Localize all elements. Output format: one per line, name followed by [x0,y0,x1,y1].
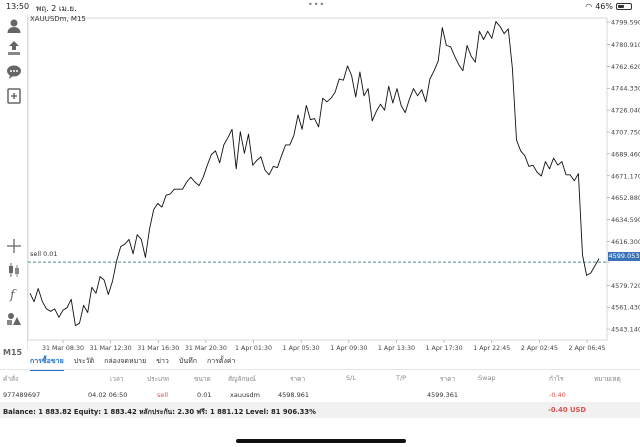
col-symbol: สัญลักษณ์ [228,375,256,383]
y-tick-label: 4689.460 [611,150,640,158]
x-tick-label: 1 Apr 01:30 [235,345,272,352]
order-type: sell [157,391,168,399]
plot-frame [27,17,608,341]
y-tick-label: 4579.720 [611,282,640,290]
col-order: คำสั่ง [3,375,19,383]
current-price-tag: 4599.053 [608,252,640,261]
price-line [29,21,600,327]
new-order-icon[interactable] [4,86,24,106]
col-profit: กำไร [549,375,564,383]
y-tick-label: 4652.880 [611,194,640,202]
order-size: 0.01 [197,391,212,399]
account-icon[interactable] [4,16,24,36]
y-tick-label: 4616.300 [611,238,640,246]
col-price-current: ราคา [440,375,456,383]
tab-trade[interactable]: การซื้อขาย [30,357,64,371]
tab-mailbox[interactable]: กล่องจดหมาย [104,357,147,365]
y-tick-label: 4762.620 [611,63,640,71]
y-tick-label: 4671.170 [611,172,640,180]
order-symbol: xauusdm [230,391,260,399]
col-tp: T/P [396,374,407,382]
x-tick-label: 2 Apr 02:45 [521,345,558,352]
y-tick-label: 4707.750 [611,129,640,137]
x-tick-label: 31 Mar 08:30 [42,345,84,352]
order-id: 977489697 [3,391,41,399]
svg-text:f: f [9,288,17,302]
col-type: ประเภท [147,375,169,383]
battery-percent: 46% [595,2,613,11]
tab-journal[interactable]: บันทึก [178,357,197,365]
x-tick-label: 1 Apr 05:30 [283,345,320,352]
x-tick-label: 31 Mar 20:30 [185,345,227,352]
col-swap: Swap [478,374,496,382]
order-open-price: 4598.961 [278,391,310,399]
x-tick-label: 31 Mar 12:30 [90,345,132,352]
candles-icon[interactable] [4,260,24,280]
tab-news[interactable]: ข่าว [156,357,169,365]
order-time: 04.02 06:50 [88,391,128,399]
table-row[interactable]: 977489697 04.02 06:50 sell 0.01 xauusdm … [0,389,640,402]
multitask-dots[interactable]: ••• [308,0,326,9]
balance-summary: Balance: 1 883.82 Equity: 1 883.42 หลักป… [3,408,316,416]
price-chart[interactable]: 4799.590 4780.910 4762.620 4744.330 4726.040… [0,14,640,354]
tab-history[interactable]: ประวัติ [73,357,95,365]
y-tick-label: 4744.330 [611,85,640,93]
left-toolbar: f [0,14,28,350]
battery-icon [616,3,632,10]
balance-bar: Balance: 1 883.82 Equity: 1 883.42 หลักป… [0,402,640,418]
y-tick-label: 4726.040 [611,107,640,115]
y-tick-label: 4780.910 [611,41,640,49]
home-indicator[interactable] [236,439,406,443]
y-tick-label: 4634.590 [611,216,640,224]
orders-table-header: คำสั่ง เวลา ประเภท ขนาด สัญลักษณ์ ราคา S… [0,372,640,385]
x-tick-label: 1 Apr 17:30 [426,345,463,352]
clock: 13:50 [6,2,30,11]
x-tick-label: 1 Apr 22:45 [473,345,510,352]
wifi-icon: ◠ [585,2,593,11]
status-right: ◠ 46% [585,2,632,11]
sell-line-label: sell 0.01 [30,250,58,258]
y-tick-label: 4561.430 [611,304,640,312]
col-size: ขนาด [194,375,211,383]
y-tick-label: 4799.590 [611,19,640,27]
col-note: หมายเหตุ [594,375,621,383]
terminal-tabs: การซื้อขาย ประวัติ กล่องจดหมาย ข่าว บันท… [0,354,640,371]
col-time: เวลา [110,375,124,383]
chart-symbol-label: XAUUSDm, M15 [30,15,86,23]
crosshair-icon[interactable] [4,236,24,256]
chat-icon[interactable] [4,62,24,82]
col-sl: S/L [346,374,356,382]
objects-icon[interactable] [4,308,24,328]
indicators-icon[interactable]: f [4,284,24,304]
order-current-price: 4599.361 [427,391,459,399]
x-tick-label: 1 Apr 09:30 [330,345,367,352]
total-profit: -0.40 USD [548,406,587,414]
trade-arrows-icon[interactable] [4,38,24,58]
y-tick-label: 4543.140 [611,326,640,334]
col-price: ราคา [290,375,306,383]
status-bar: 13:50 พฤ. 2 เม.ย. ••• ◠ 46% [0,0,640,14]
timeframe-label[interactable]: M15 [3,348,23,357]
date: พฤ. 2 เม.ย. [36,4,77,13]
tab-settings[interactable]: การตั้งค่า [206,357,236,365]
x-tick-label: 31 Mar 16:30 [137,345,179,352]
order-profit: -0.40 [549,391,566,399]
x-tick-label: 2 Apr 06:45 [568,345,605,352]
x-tick-label: 1 Apr 13:30 [378,345,415,352]
